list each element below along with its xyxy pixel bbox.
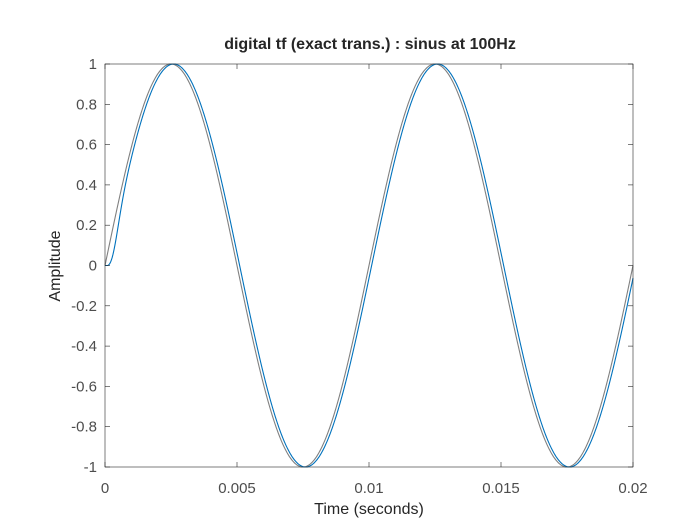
series-layer xyxy=(104,63,634,468)
y-tick-label: -0.8 xyxy=(71,419,97,436)
y-tick-label: -1 xyxy=(84,459,97,476)
y-tick-label: 0.8 xyxy=(76,96,97,113)
x-tick-label: 0.01 xyxy=(354,480,383,497)
y-tick-label: -0.4 xyxy=(71,338,97,355)
x-tick-label: 0 xyxy=(101,480,109,497)
y-axis-label: Amplitude xyxy=(47,230,64,301)
y-tick-label: 0.4 xyxy=(76,177,97,194)
y-tick-label: -0.6 xyxy=(71,378,97,395)
x-tick-label: 0.005 xyxy=(218,480,256,497)
x-tick-label: 0.02 xyxy=(618,480,647,497)
x-tick-label: 0.015 xyxy=(482,480,520,497)
y-tick-label: 1 xyxy=(89,56,97,73)
series-line-1 xyxy=(104,63,634,468)
y-tick-label: 0.6 xyxy=(76,137,97,154)
y-tick-label: 0 xyxy=(89,258,97,275)
tick-layer: 0 0.005 0.01 0.015 0.02 -1 -0.8 -0.6 -0.4 -0.2 0 0.… xyxy=(71,56,647,497)
y-tick-label: 0.2 xyxy=(76,217,97,234)
y-tick-label: -0.2 xyxy=(71,298,97,315)
chart-title: digital tf (exact trans.) : sinus at 100… xyxy=(224,36,516,53)
x-axis-label: Time (seconds) xyxy=(314,501,424,518)
series-line-2 xyxy=(105,63,634,468)
